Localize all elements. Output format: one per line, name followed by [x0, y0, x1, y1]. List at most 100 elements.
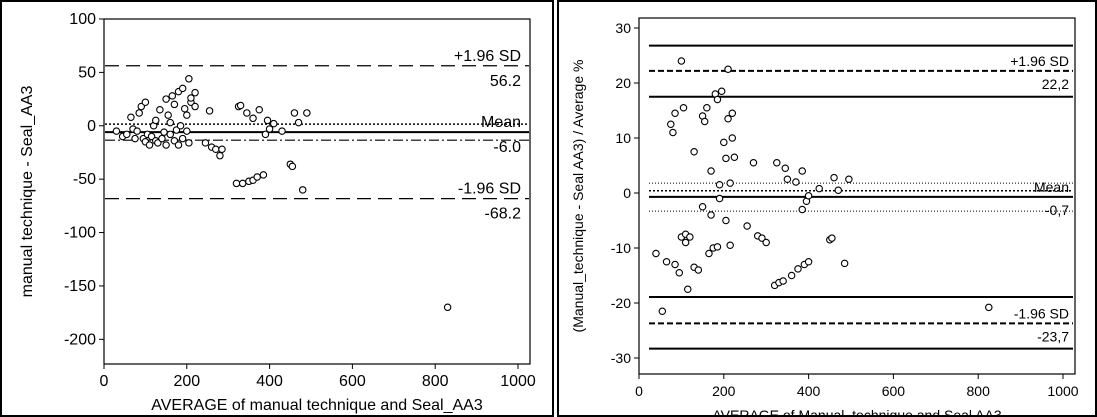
data-point: [686, 233, 694, 241]
data-point: [232, 179, 241, 188]
x-axis-label: AVERAGE of manual technique and Seal_AA3: [151, 397, 483, 414]
data-point: [658, 307, 667, 315]
data-point: [278, 127, 286, 135]
data-point: [178, 84, 187, 93]
data-point: [253, 173, 261, 181]
data-point: [288, 162, 297, 171]
data-point: [263, 116, 272, 125]
data-point: [671, 260, 679, 269]
data-point: [166, 130, 174, 139]
data-point: [236, 101, 245, 110]
y-tick-label: 50: [78, 64, 96, 81]
data-point: [127, 113, 135, 121]
reference-line-label: +1.96 SD: [1010, 53, 1069, 69]
data-point: [675, 268, 684, 277]
data-point: [804, 257, 813, 266]
data-point: [205, 107, 214, 115]
data-point: [690, 148, 698, 156]
reference-line-value: -23,7: [1037, 328, 1069, 344]
reference-line-label: -1.96 SD: [1014, 305, 1069, 321]
data-point: [700, 117, 709, 126]
y-tick-label: -10: [611, 240, 631, 256]
data-point: [123, 130, 131, 139]
data-point: [728, 109, 737, 118]
data-point: [112, 127, 121, 135]
x-tick-label: 0: [100, 373, 109, 390]
data-point: [652, 249, 660, 258]
data-point: [787, 271, 796, 280]
y-tick-label: 10: [615, 130, 631, 146]
reference-line-label: -1.96 SD: [458, 181, 521, 198]
y-tick-label: 100: [69, 11, 96, 28]
data-point: [834, 186, 843, 195]
data-point: [162, 95, 170, 103]
data-point: [294, 118, 303, 127]
x-tick-label: 600: [882, 383, 906, 399]
data-point: [212, 145, 220, 154]
reference-line-value: -6.0: [493, 139, 521, 156]
y-tick-label: -150: [64, 278, 96, 295]
data-point: [713, 243, 722, 251]
data-point: [135, 109, 143, 117]
data-point: [667, 120, 675, 129]
data-point: [191, 102, 199, 111]
data-point: [156, 106, 164, 114]
data-point: [724, 115, 732, 123]
data-point: [694, 266, 703, 274]
data-point: [178, 134, 187, 143]
data-point: [724, 65, 732, 74]
data-point: [684, 285, 692, 293]
data-point: [662, 257, 671, 266]
x-tick-label: 800: [967, 383, 991, 399]
data-point: [815, 184, 823, 193]
data-point: [715, 194, 724, 203]
data-point: [303, 109, 311, 117]
data-point: [720, 138, 728, 147]
x-tick-label: 800: [422, 373, 449, 390]
data-point: [830, 173, 838, 182]
data-point: [255, 106, 264, 114]
y-axis-label: (Manual_technique - Seal AA3) / Average …: [570, 60, 586, 333]
y-tick-label: 0: [87, 118, 96, 135]
data-point: [758, 234, 766, 242]
data-point: [743, 222, 751, 230]
y-tick-label: -20: [611, 295, 631, 311]
data-point: [183, 111, 191, 119]
data-point: [792, 178, 800, 186]
data-point: [133, 127, 141, 135]
data-point: [671, 109, 679, 118]
data-point: [185, 139, 193, 147]
data-point: [176, 122, 185, 130]
data-point: [162, 141, 170, 149]
reference-line-value: -68.2: [485, 206, 522, 223]
data-point: [722, 216, 730, 225]
data-point: [794, 265, 802, 273]
data-point: [679, 104, 688, 112]
data-point: [707, 167, 715, 175]
x-tick-label: 200: [712, 383, 736, 399]
plot-frame: [103, 18, 531, 365]
reference-line-value: -0,7: [1045, 202, 1069, 218]
data-point: [783, 175, 792, 184]
y-tick-label: -50: [73, 171, 96, 188]
y-tick-label: 20: [615, 75, 631, 91]
reference-line-label: +1.96 SD: [454, 48, 521, 65]
data-point: [728, 134, 737, 142]
data-point: [773, 159, 781, 167]
data-point: [713, 95, 722, 104]
reference-line-label: Mean: [481, 114, 521, 131]
data-point: [726, 241, 734, 250]
data-point: [828, 234, 836, 242]
data-point: [798, 205, 806, 214]
left-chart-panel: 0 200 400 600 800 1000 100 50 0 -50 -100 -150 -200 AV…: [0, 0, 554, 417]
data-point: [681, 238, 690, 247]
data-point: [298, 186, 307, 194]
data-point: [717, 87, 726, 96]
y-tick-label: -100: [64, 225, 96, 242]
data-point: [216, 151, 224, 160]
data-point: [677, 57, 686, 65]
x-tick-label: 1000: [1047, 383, 1078, 399]
data-point: [249, 114, 257, 123]
data-point: [218, 145, 226, 154]
y-tick-label: 0: [623, 185, 631, 201]
